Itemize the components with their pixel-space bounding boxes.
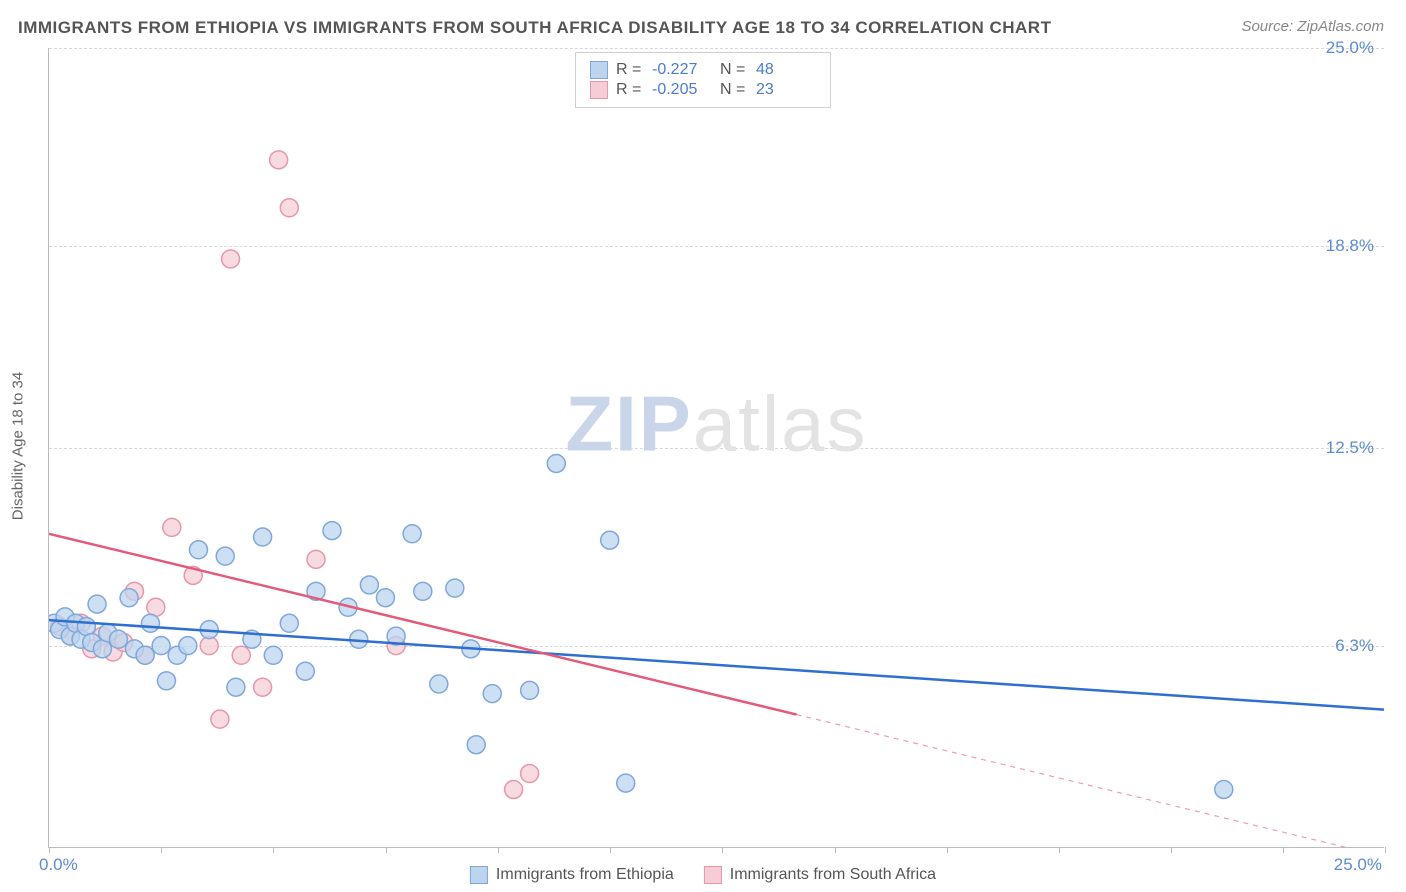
legend-label-southafrica: Immigrants from South Africa bbox=[730, 866, 936, 884]
r-value-southafrica: -0.205 bbox=[652, 81, 712, 99]
plot-area: ZIPatlas 0.0% 25.0% 6.3%12.5%18.8%25.0% bbox=[48, 48, 1384, 848]
r-label: R = bbox=[616, 81, 644, 99]
chart-svg bbox=[49, 48, 1384, 847]
swatch-southafrica bbox=[704, 866, 722, 884]
r-label: R = bbox=[616, 61, 644, 79]
x-axis-start-label: 0.0% bbox=[39, 855, 78, 875]
y-tick-label: 12.5% bbox=[1326, 438, 1374, 458]
series-legend: Immigrants from Ethiopia Immigrants from… bbox=[470, 866, 936, 884]
r-value-ethiopia: -0.227 bbox=[652, 61, 712, 79]
legend-item-southafrica: Immigrants from South Africa bbox=[704, 866, 936, 884]
y-tick-label: 25.0% bbox=[1326, 38, 1374, 58]
swatch-southafrica bbox=[590, 81, 608, 99]
y-tick-label: 6.3% bbox=[1335, 636, 1374, 656]
n-value-ethiopia: 48 bbox=[756, 61, 816, 79]
y-tick-label: 18.8% bbox=[1326, 236, 1374, 256]
legend-label-ethiopia: Immigrants from Ethiopia bbox=[496, 866, 674, 884]
swatch-ethiopia bbox=[590, 61, 608, 79]
n-value-southafrica: 23 bbox=[756, 81, 816, 99]
legend-item-ethiopia: Immigrants from Ethiopia bbox=[470, 866, 674, 884]
source-attribution: Source: ZipAtlas.com bbox=[1241, 18, 1384, 35]
y-axis-label: Disability Age 18 to 34 bbox=[10, 372, 27, 520]
x-axis-end-label: 25.0% bbox=[1334, 855, 1382, 875]
correlation-legend: R = -0.227 N = 48 R = -0.205 N = 23 bbox=[575, 52, 831, 108]
n-label: N = bbox=[720, 81, 748, 99]
n-label: N = bbox=[720, 61, 748, 79]
legend-row-ethiopia: R = -0.227 N = 48 bbox=[590, 61, 816, 79]
swatch-ethiopia bbox=[470, 866, 488, 884]
legend-row-southafrica: R = -0.205 N = 23 bbox=[590, 81, 816, 99]
chart-title: IMMIGRANTS FROM ETHIOPIA VS IMMIGRANTS F… bbox=[18, 18, 1051, 38]
